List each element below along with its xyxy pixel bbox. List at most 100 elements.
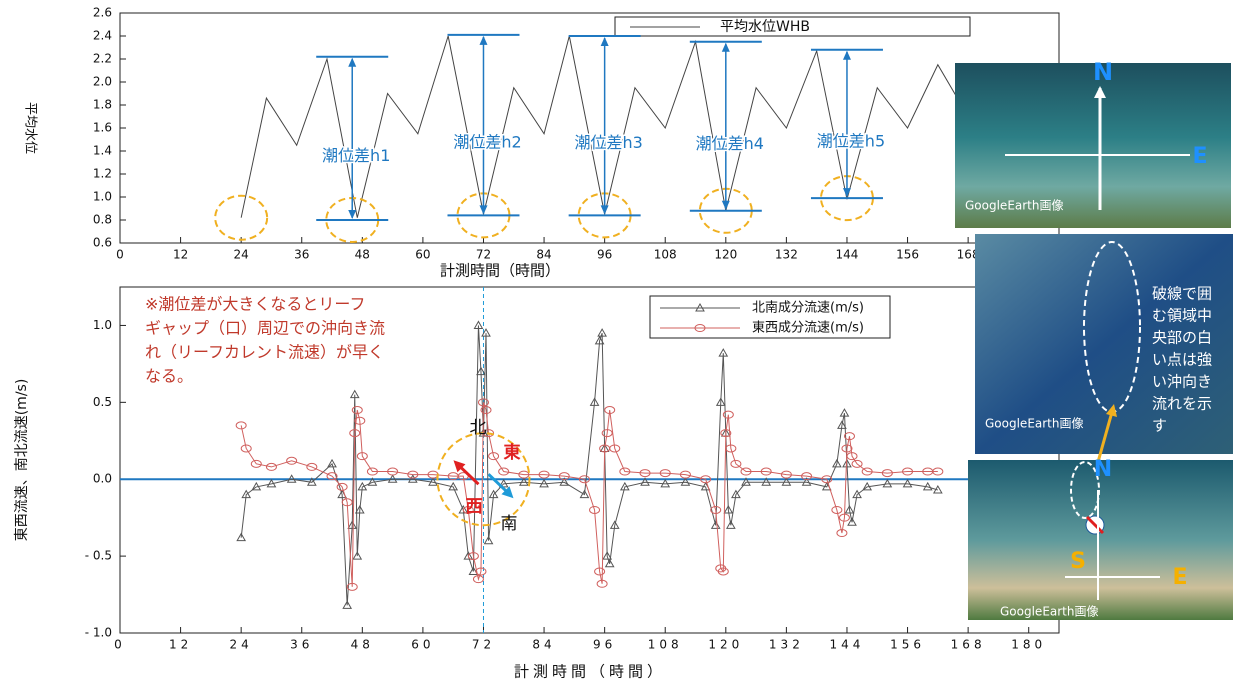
compass-west: 西 [465,497,482,517]
x-tick-label: 168 [951,638,986,652]
arrow-head [348,210,356,219]
note-line: ※潮位差が大きくなるとリーフ [145,295,365,314]
photos: N E GoogleEarth画像 GoogleEarth画像 破線で囲む領域中… [955,58,1233,620]
range-label: 潮位差h3 [574,133,642,152]
legend-label: 東西成分流速(m/s) [752,320,864,336]
caption-line: む領域中 [1152,307,1212,325]
x-tick-label: 72 [472,638,495,652]
arrow-head [348,58,356,67]
x-axis-label: 計測時間（時間） [514,663,666,681]
y-tick-label: 2.2 [93,52,112,66]
y-tick-label: 0.5 [93,395,112,409]
x-tick-label: 96 [597,248,612,262]
note-line: なる。 [145,367,193,386]
x-tick-label: 48 [351,638,374,652]
y-tick-label: 0.6 [93,236,112,250]
x-tick-label: 84 [532,638,555,652]
east-label: E [1192,144,1207,169]
y-tick-label: 1.4 [93,144,112,158]
plot-frame [120,287,1059,633]
x-tick-label: 0 [116,248,124,262]
x-tick-label: 24 [234,248,249,262]
x-tick-label: 36 [294,248,309,262]
note-line: れ（リーフカレント流速）が早く [145,343,384,362]
y-tick-label: 0.0 [93,472,112,486]
arrow-head [601,205,609,214]
caption-line: 央部の白 [1152,329,1212,347]
caption-line: 破線で囲 [1152,285,1212,303]
arrow-head [722,43,730,52]
north-label: N [1094,457,1112,482]
y-tick-label: 0.8 [93,213,112,227]
range-label: 潮位差h4 [696,134,764,153]
compass-north: 北 [469,418,486,438]
velocity-chart: 東西流速、南北流速(m/s) 計測時間（時間） 1.0 0.5 0.0 - 0.5 - … [14,287,1059,681]
x-tick-label: 180 [1011,638,1046,652]
north-label: N [1093,58,1113,86]
x-tick-label: 108 [648,638,683,652]
legend-label: 北南成分流速(m/s) [752,300,864,316]
caption-line: い点は強 [1152,351,1212,369]
x-tick-label: 144 [836,248,859,262]
y-tick-label: 2.6 [93,6,112,20]
arrow-head [722,201,730,210]
y-tick-label: - 0.5 [85,549,112,563]
y-tick-label: 1.8 [93,98,112,112]
series-line [241,402,938,587]
caption-line: 流れを示 [1152,395,1212,413]
arrow-head [843,188,851,197]
x-tick-label: 48 [355,248,370,262]
range-label: 潮位差h5 [817,131,885,150]
x-tick-label: 36 [290,638,313,652]
x-tick-label: 24 [230,638,253,652]
x-tick-label: 84 [536,248,551,262]
arrow-head [843,51,851,60]
y-axis-label: 東西流速、南北流速(m/s) [14,379,30,542]
x-tick-label: 120 [714,248,737,262]
photo-credit: GoogleEarth画像 [1000,605,1099,619]
photo-credit: GoogleEarth画像 [965,199,1064,213]
south-label: S [1070,549,1086,574]
legend-label: 平均水位WHB [720,19,810,35]
y-axis-label: 平均水位 [23,102,38,154]
x-tick-label: 132 [769,638,804,652]
compass-east: 東 [503,442,520,463]
y-tick-label: - 1.0 [85,626,112,640]
caption-line: す [1152,417,1167,435]
x-tick-label: 60 [415,248,430,262]
caption-line: い沖向き [1152,373,1212,391]
y-tick-label: 1.2 [93,167,112,181]
x-tick-label: 156 [896,248,919,262]
note-line: ギャップ（口）周辺での沖向き流 [145,319,385,338]
x-tick-label: 132 [775,248,798,262]
x-tick-label: 120 [708,638,743,652]
photo-credit: GoogleEarth画像 [985,417,1084,431]
water-level-chart: 平均水位 計測時間（時間） 平均水位WHB 0.6 0.8 1.0 1.2 1.4 1.6… [23,6,1060,280]
y-tick-label: 1.6 [93,121,112,135]
x-axis-label: 計測時間（時間） [440,262,560,280]
arrow-head [479,205,487,214]
x-tick-label: 12 [169,638,192,652]
range-label: 潮位差h2 [453,133,521,152]
satellite-photo [968,460,1233,620]
y-tick-label: 2.0 [93,75,112,89]
arrow-head [601,37,609,46]
y-tick-label: 1.0 [93,190,112,204]
plot-frame [120,13,1059,243]
x-tick-label: 96 [593,638,616,652]
x-tick-label: 12 [173,248,188,262]
east-label: E [1172,565,1187,590]
x-tick-label: 108 [654,248,677,262]
x-tick-label: 0 [114,638,126,652]
page: 平均水位 計測時間（時間） 平均水位WHB 0.6 0.8 1.0 1.2 1.4 1.6… [0,0,1236,686]
y-tick-label: 1.0 [93,318,112,332]
arrow-head [479,36,487,45]
range-label: 潮位差h1 [322,146,390,165]
x-tick-label: 60 [411,638,434,652]
figure: 平均水位 計測時間（時間） 平均水位WHB 0.6 0.8 1.0 1.2 1.4 1.6… [0,0,1236,686]
compass-south: 南 [500,514,517,534]
x-tick-label: 144 [830,638,865,652]
x-tick-label: 156 [890,638,925,652]
y-tick-label: 2.4 [93,29,112,43]
